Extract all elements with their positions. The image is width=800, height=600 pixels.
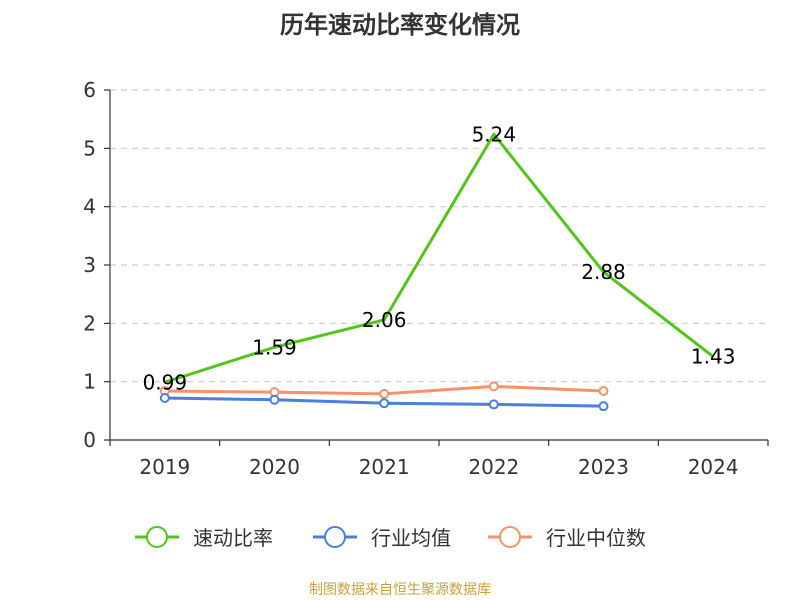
y-tick-label: 6 [83,78,96,102]
x-tick-label: 2022 [468,455,519,479]
data-point [269,394,280,405]
data-label: 5.24 [472,122,517,146]
data-label: 1.43 [691,345,736,369]
y-tick-label: 0 [83,428,96,452]
legend-item[interactable]: 行业均值 [313,526,451,550]
data-label: 1.59 [252,335,297,359]
x-tick-label: 2020 [249,455,300,479]
data-point [159,393,170,403]
legend-label: 行业均值 [371,526,451,550]
y-tick-label: 3 [83,253,96,277]
data-point [488,381,499,392]
legend-marker [146,526,168,548]
series-line [164,132,715,384]
legend[interactable]: 速动比率 行业均值 行业中位数 [135,526,646,550]
series-group [159,132,715,412]
y-tick-label: 1 [83,370,96,394]
grid-lines [110,89,768,383]
y-tick-label: 2 [83,311,96,335]
y-tick-label: 4 [83,195,96,219]
legend-marker [499,526,521,548]
x-tick-label: 2021 [359,455,410,479]
data-point [488,399,499,410]
legend-label: 速动比率 [193,526,273,550]
axes: 0 1 2 3 4 5 6 2019 2020 2021 2022 2023 2024 [83,78,769,479]
data-point [598,401,609,412]
legend-label: 行业中位数 [546,526,646,550]
x-tick-label: 2024 [688,455,739,479]
chart-title: 历年速动比率变化情况 [280,11,520,39]
legend-item[interactable]: 行业中位数 [488,526,646,550]
data-label: 0.99 [143,370,188,394]
legend-item[interactable]: 速动比率 [135,526,273,550]
data-label: 2.06 [362,308,407,332]
legend-marker [324,526,346,548]
data-point [379,388,390,399]
x-tick-label: 2019 [139,455,190,479]
data-point [379,398,390,409]
data-labels: 0.99 1.59 2.06 5.24 2.88 1.43 [143,122,736,394]
y-tick-label: 5 [83,136,96,160]
source-note: 制图数据来自恒生聚源数据库 [309,582,491,598]
data-point [598,386,609,396]
data-label: 2.88 [581,260,626,284]
x-tick-label: 2023 [578,455,629,479]
